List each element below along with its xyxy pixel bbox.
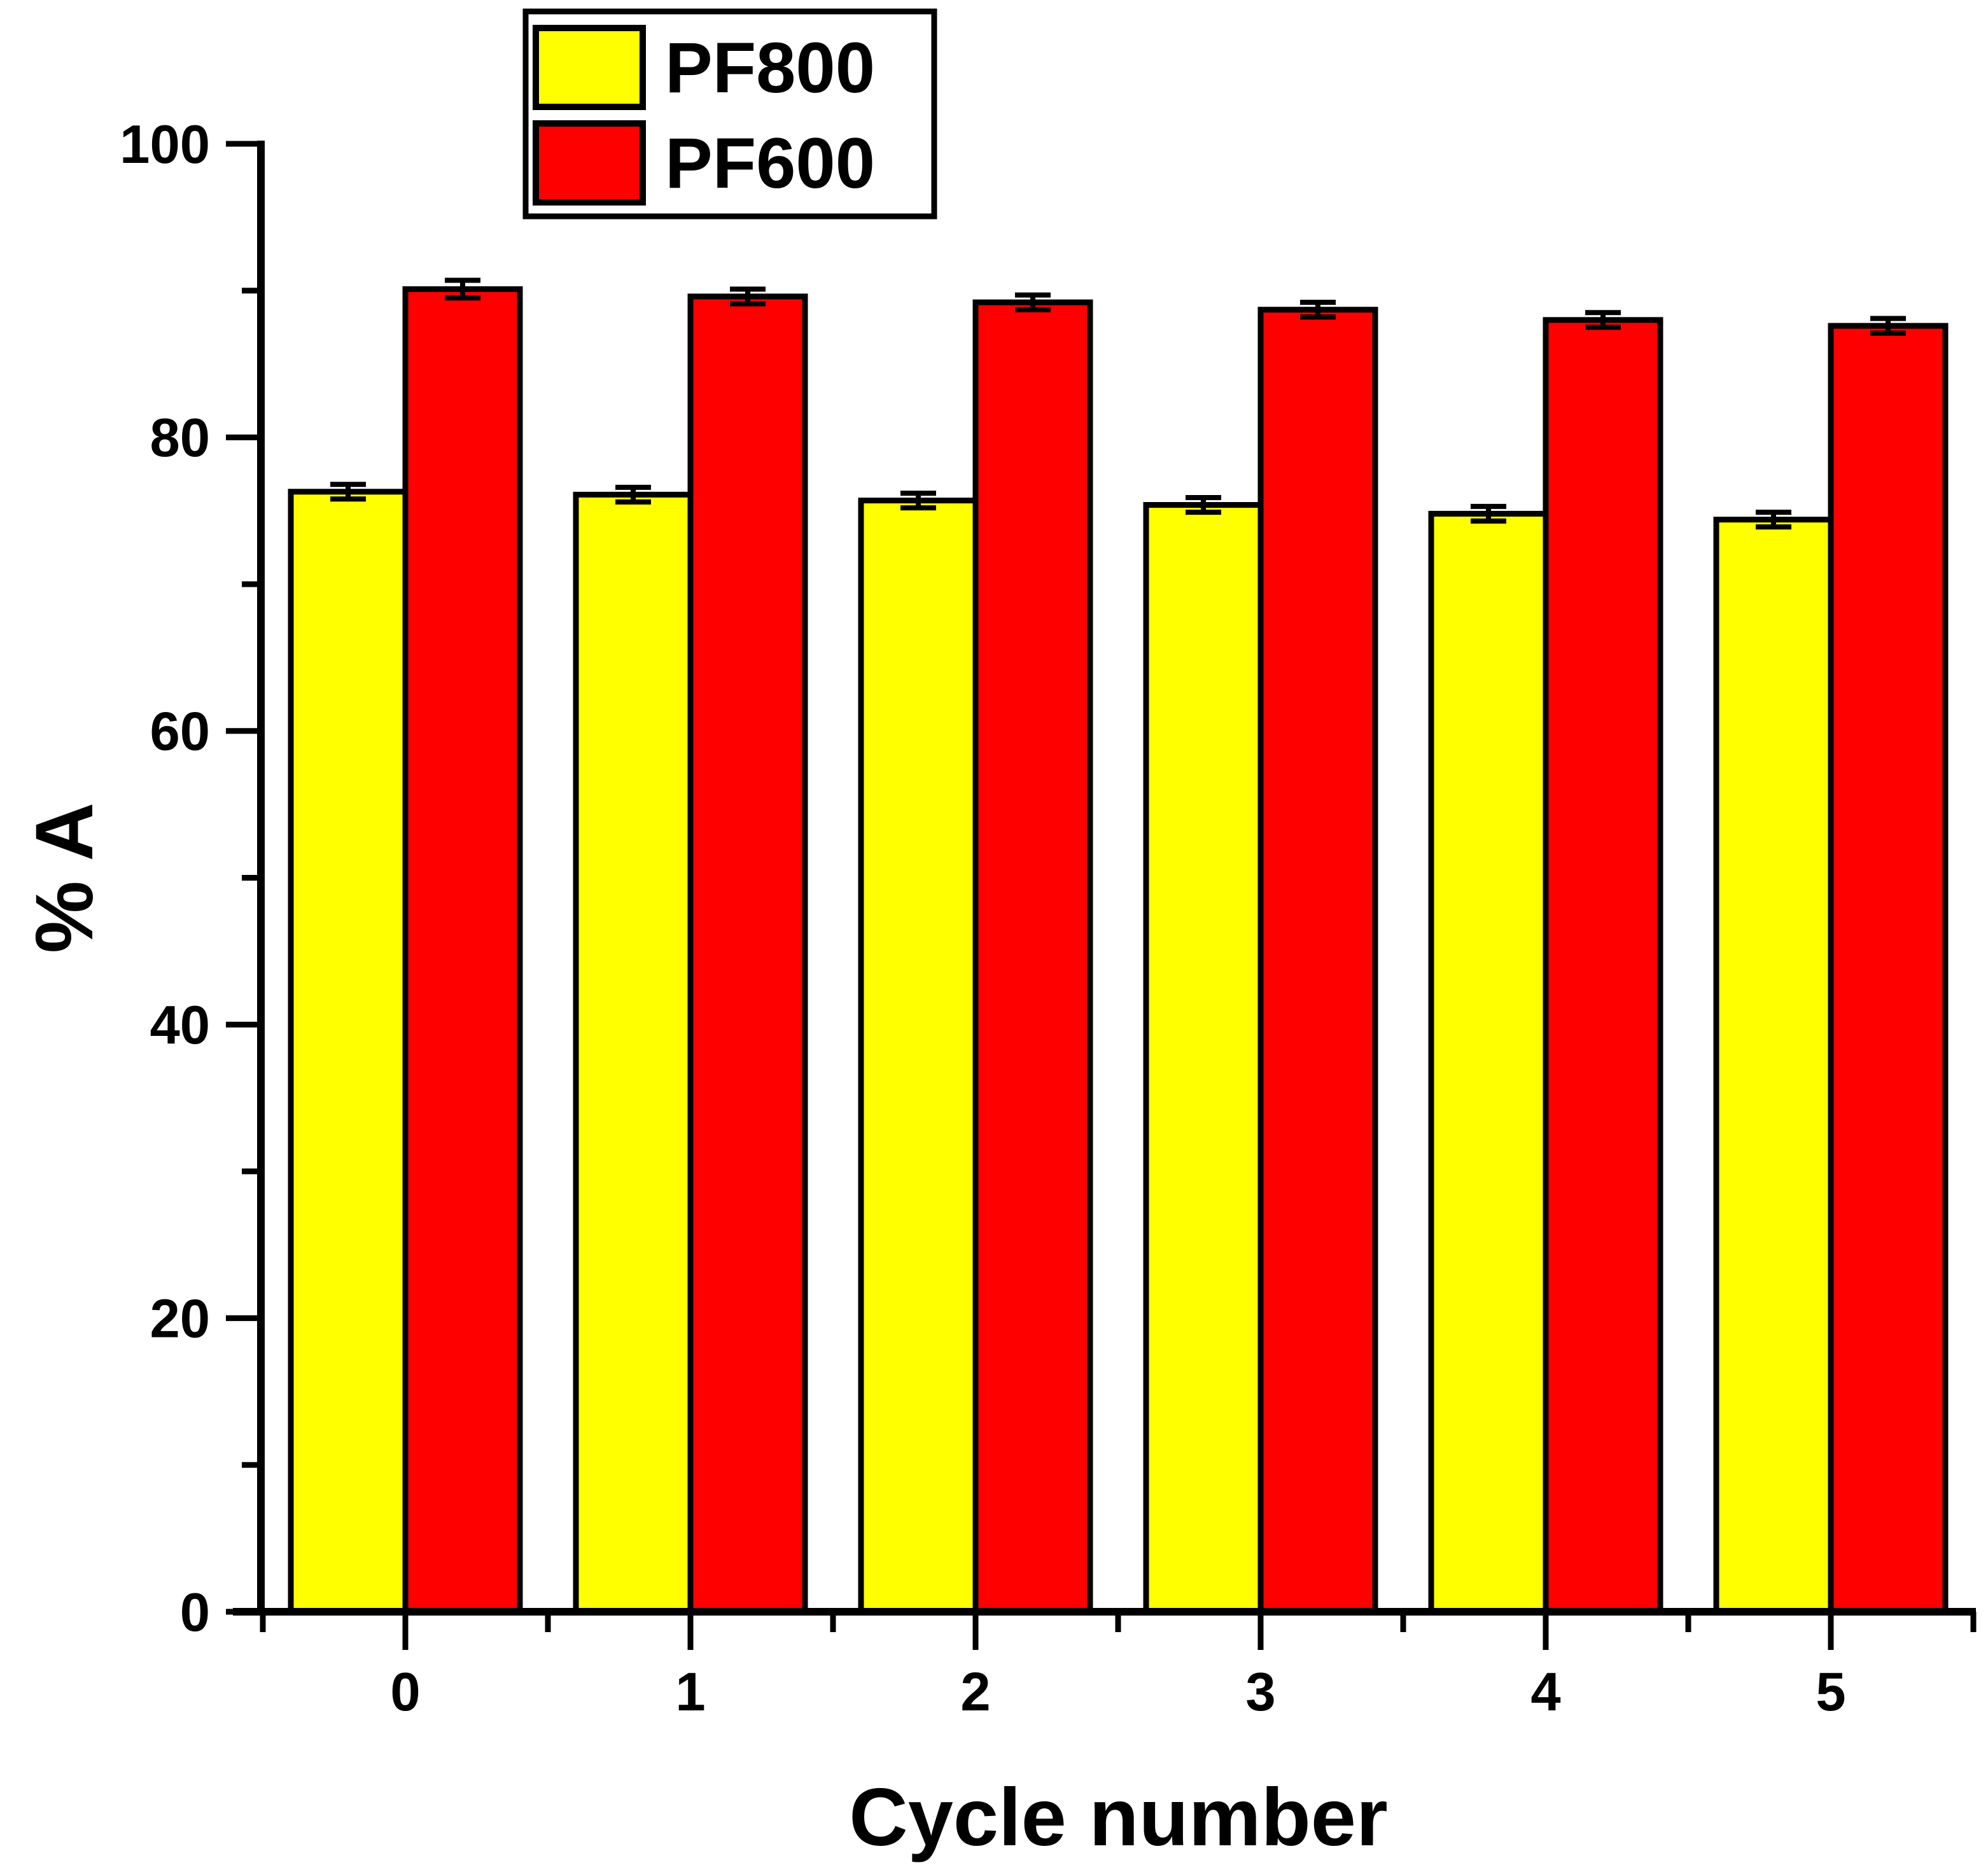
bar-group-cycle-0 bbox=[288, 277, 523, 1615]
y-tick-label-80: 80 bbox=[150, 408, 210, 468]
error-bar-pf600-cycle-2 bbox=[1015, 292, 1051, 312]
error-bar-pf600-cycle-3 bbox=[1300, 300, 1336, 320]
error-bar-pf800-cycle-1 bbox=[615, 484, 651, 505]
y-tick-label-40: 40 bbox=[150, 995, 210, 1056]
bar-pf600-cycle-3 bbox=[1257, 307, 1378, 1615]
y-tick-label-60: 60 bbox=[150, 702, 210, 762]
legend-swatch-pf600 bbox=[533, 120, 646, 206]
x-tick-label-0: 0 bbox=[390, 1662, 420, 1722]
x-tick-label-2: 2 bbox=[960, 1662, 990, 1722]
error-bar-pf800-cycle-3 bbox=[1186, 494, 1221, 515]
x-tick-label-4: 4 bbox=[1530, 1662, 1560, 1722]
legend-label-pf600: PF600 bbox=[665, 123, 875, 203]
bar-pf600-cycle-1 bbox=[687, 293, 808, 1615]
bar-pf600-cycle-4 bbox=[1543, 317, 1663, 1615]
error-bar-pf800-cycle-5 bbox=[1756, 510, 1791, 530]
error-bar-pf600-cycle-5 bbox=[1870, 316, 1906, 336]
legend-label-pf800: PF800 bbox=[665, 28, 875, 108]
error-bar-pf600-cycle-0 bbox=[445, 277, 480, 301]
y-tick-label-0: 0 bbox=[180, 1582, 210, 1643]
y-axis-title: % A bbox=[19, 802, 110, 953]
bar-pf600-cycle-2 bbox=[972, 299, 1093, 1615]
bar-pf600-cycle-0 bbox=[402, 286, 523, 1615]
y-tick-label-20: 20 bbox=[150, 1289, 210, 1349]
bar-pf600-cycle-5 bbox=[1828, 323, 1949, 1615]
bar-pf800-cycle-1 bbox=[573, 491, 694, 1615]
legend-swatch-pf800 bbox=[533, 25, 646, 110]
bar-pf800-cycle-3 bbox=[1143, 502, 1264, 1615]
bar-pf800-cycle-4 bbox=[1428, 510, 1549, 1615]
bar-group-cycle-5 bbox=[1713, 316, 1949, 1615]
x-axis-title: Cycle number bbox=[849, 1772, 1388, 1863]
bar-pf800-cycle-0 bbox=[288, 489, 409, 1615]
error-bar-pf800-cycle-2 bbox=[900, 491, 936, 511]
error-bar-pf800-cycle-4 bbox=[1471, 503, 1506, 524]
x-tick-label-3: 3 bbox=[1245, 1662, 1275, 1722]
error-bar-pf600-cycle-1 bbox=[730, 286, 766, 307]
error-bar-pf800-cycle-0 bbox=[330, 482, 366, 502]
error-bar-pf600-cycle-4 bbox=[1585, 310, 1621, 330]
bar-pf800-cycle-2 bbox=[858, 498, 979, 1615]
bar-group-cycle-3 bbox=[1143, 300, 1378, 1615]
x-tick-label-1: 1 bbox=[675, 1662, 705, 1722]
y-tick-label-100: 100 bbox=[120, 115, 210, 175]
legend bbox=[522, 8, 937, 220]
bar-pf800-cycle-5 bbox=[1713, 517, 1834, 1615]
x-tick-label-5: 5 bbox=[1816, 1662, 1845, 1722]
